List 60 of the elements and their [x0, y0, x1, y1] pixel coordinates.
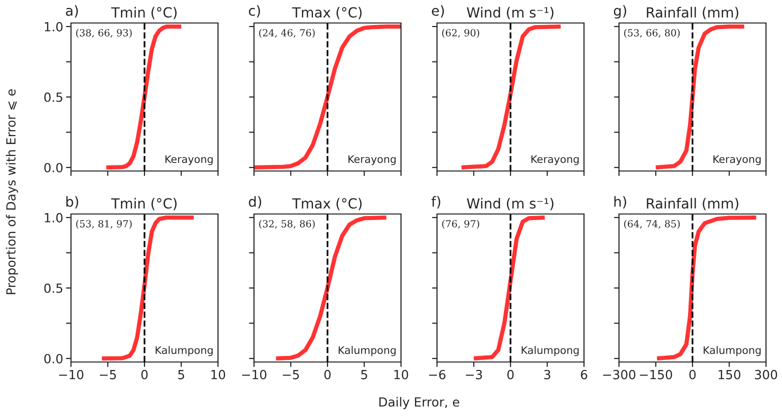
- annotation: (64, 74, 85): [624, 220, 680, 229]
- text: a): [66, 5, 78, 18]
- x-tick-label: 3: [544, 370, 550, 380]
- annotation: Kalumpong: [704, 346, 761, 356]
- annotation: Kerayong: [713, 155, 761, 166]
- annotation: (53, 66, 80): [624, 28, 680, 38]
- text: d): [248, 196, 262, 209]
- x-tick-label: 5: [178, 370, 184, 380]
- text: e): [432, 5, 444, 18]
- chart-title: Rainfall (mm): [646, 198, 738, 210]
- x-tick-label: −150: [640, 370, 672, 380]
- x-tick-label: 0: [141, 370, 148, 380]
- x-tick-label: −5: [282, 370, 299, 380]
- annotation: Kerayong: [531, 155, 579, 166]
- y-tick-label: 1.0: [44, 212, 63, 222]
- chart-title: Tmin (°C): [111, 6, 177, 20]
- chart-title: Wind (m s⁻¹): [466, 198, 554, 210]
- chart-title: Wind (m s⁻¹): [466, 6, 554, 20]
- x-tick-label: −3: [466, 370, 482, 380]
- annotation: Kerayong: [348, 155, 396, 166]
- x-tick-label: −10: [59, 370, 84, 380]
- y-axis-title: Proportion of Days with Error ⩽ e: [6, 89, 18, 294]
- x-tick-label: 10: [394, 370, 408, 380]
- annotation: (53, 81, 97): [76, 220, 132, 229]
- x-tick-label: 6: [580, 370, 588, 380]
- annotation: (76, 97): [442, 220, 480, 229]
- text: c): [248, 5, 260, 18]
- chart-title: Tmin (°C): [111, 198, 177, 210]
- annotation: Kalumpong: [522, 346, 579, 356]
- text: f): [431, 196, 440, 209]
- chart-title: Tmax (°C): [292, 6, 362, 20]
- x-tick-label: 5: [361, 370, 368, 380]
- text: g): [614, 5, 626, 19]
- x-tick-label: 150: [718, 370, 740, 380]
- text: h): [614, 196, 626, 209]
- chart-title: Tmax (°C): [292, 198, 362, 210]
- y-tick-label: 0.0: [44, 354, 63, 364]
- annotation: Kerayong: [165, 155, 213, 166]
- x-tick-label: 0: [507, 370, 514, 380]
- x-tick-label: 0: [324, 370, 331, 380]
- x-tick-label: −6: [429, 370, 446, 380]
- annotation: (38, 66, 93): [76, 28, 132, 38]
- annotation: Kalumpong: [338, 346, 396, 356]
- x-tick-label: −5: [100, 370, 116, 380]
- annotation: (62, 90): [442, 28, 480, 38]
- text: b): [66, 196, 78, 209]
- y-tick-label: 0.5: [44, 283, 62, 293]
- y-tick-label: 0.5: [44, 92, 62, 102]
- annotation: (32, 58, 86): [259, 220, 315, 229]
- x-tick-label: 10: [211, 370, 226, 380]
- annotation: Kalumpong: [156, 346, 213, 356]
- x-tick-label: 300: [755, 370, 778, 380]
- y-tick-label: 0.0: [44, 162, 63, 172]
- x-tick-label: −10: [242, 370, 266, 380]
- annotation: (24, 46, 76): [259, 28, 315, 38]
- x-tick-label: 0: [689, 370, 696, 380]
- y-tick-label: 1.0: [44, 22, 63, 32]
- x-axis-title: Daily Error, e: [379, 397, 460, 410]
- x-tick-label: −300: [603, 370, 636, 380]
- chart-title: Rainfall (mm): [646, 6, 738, 20]
